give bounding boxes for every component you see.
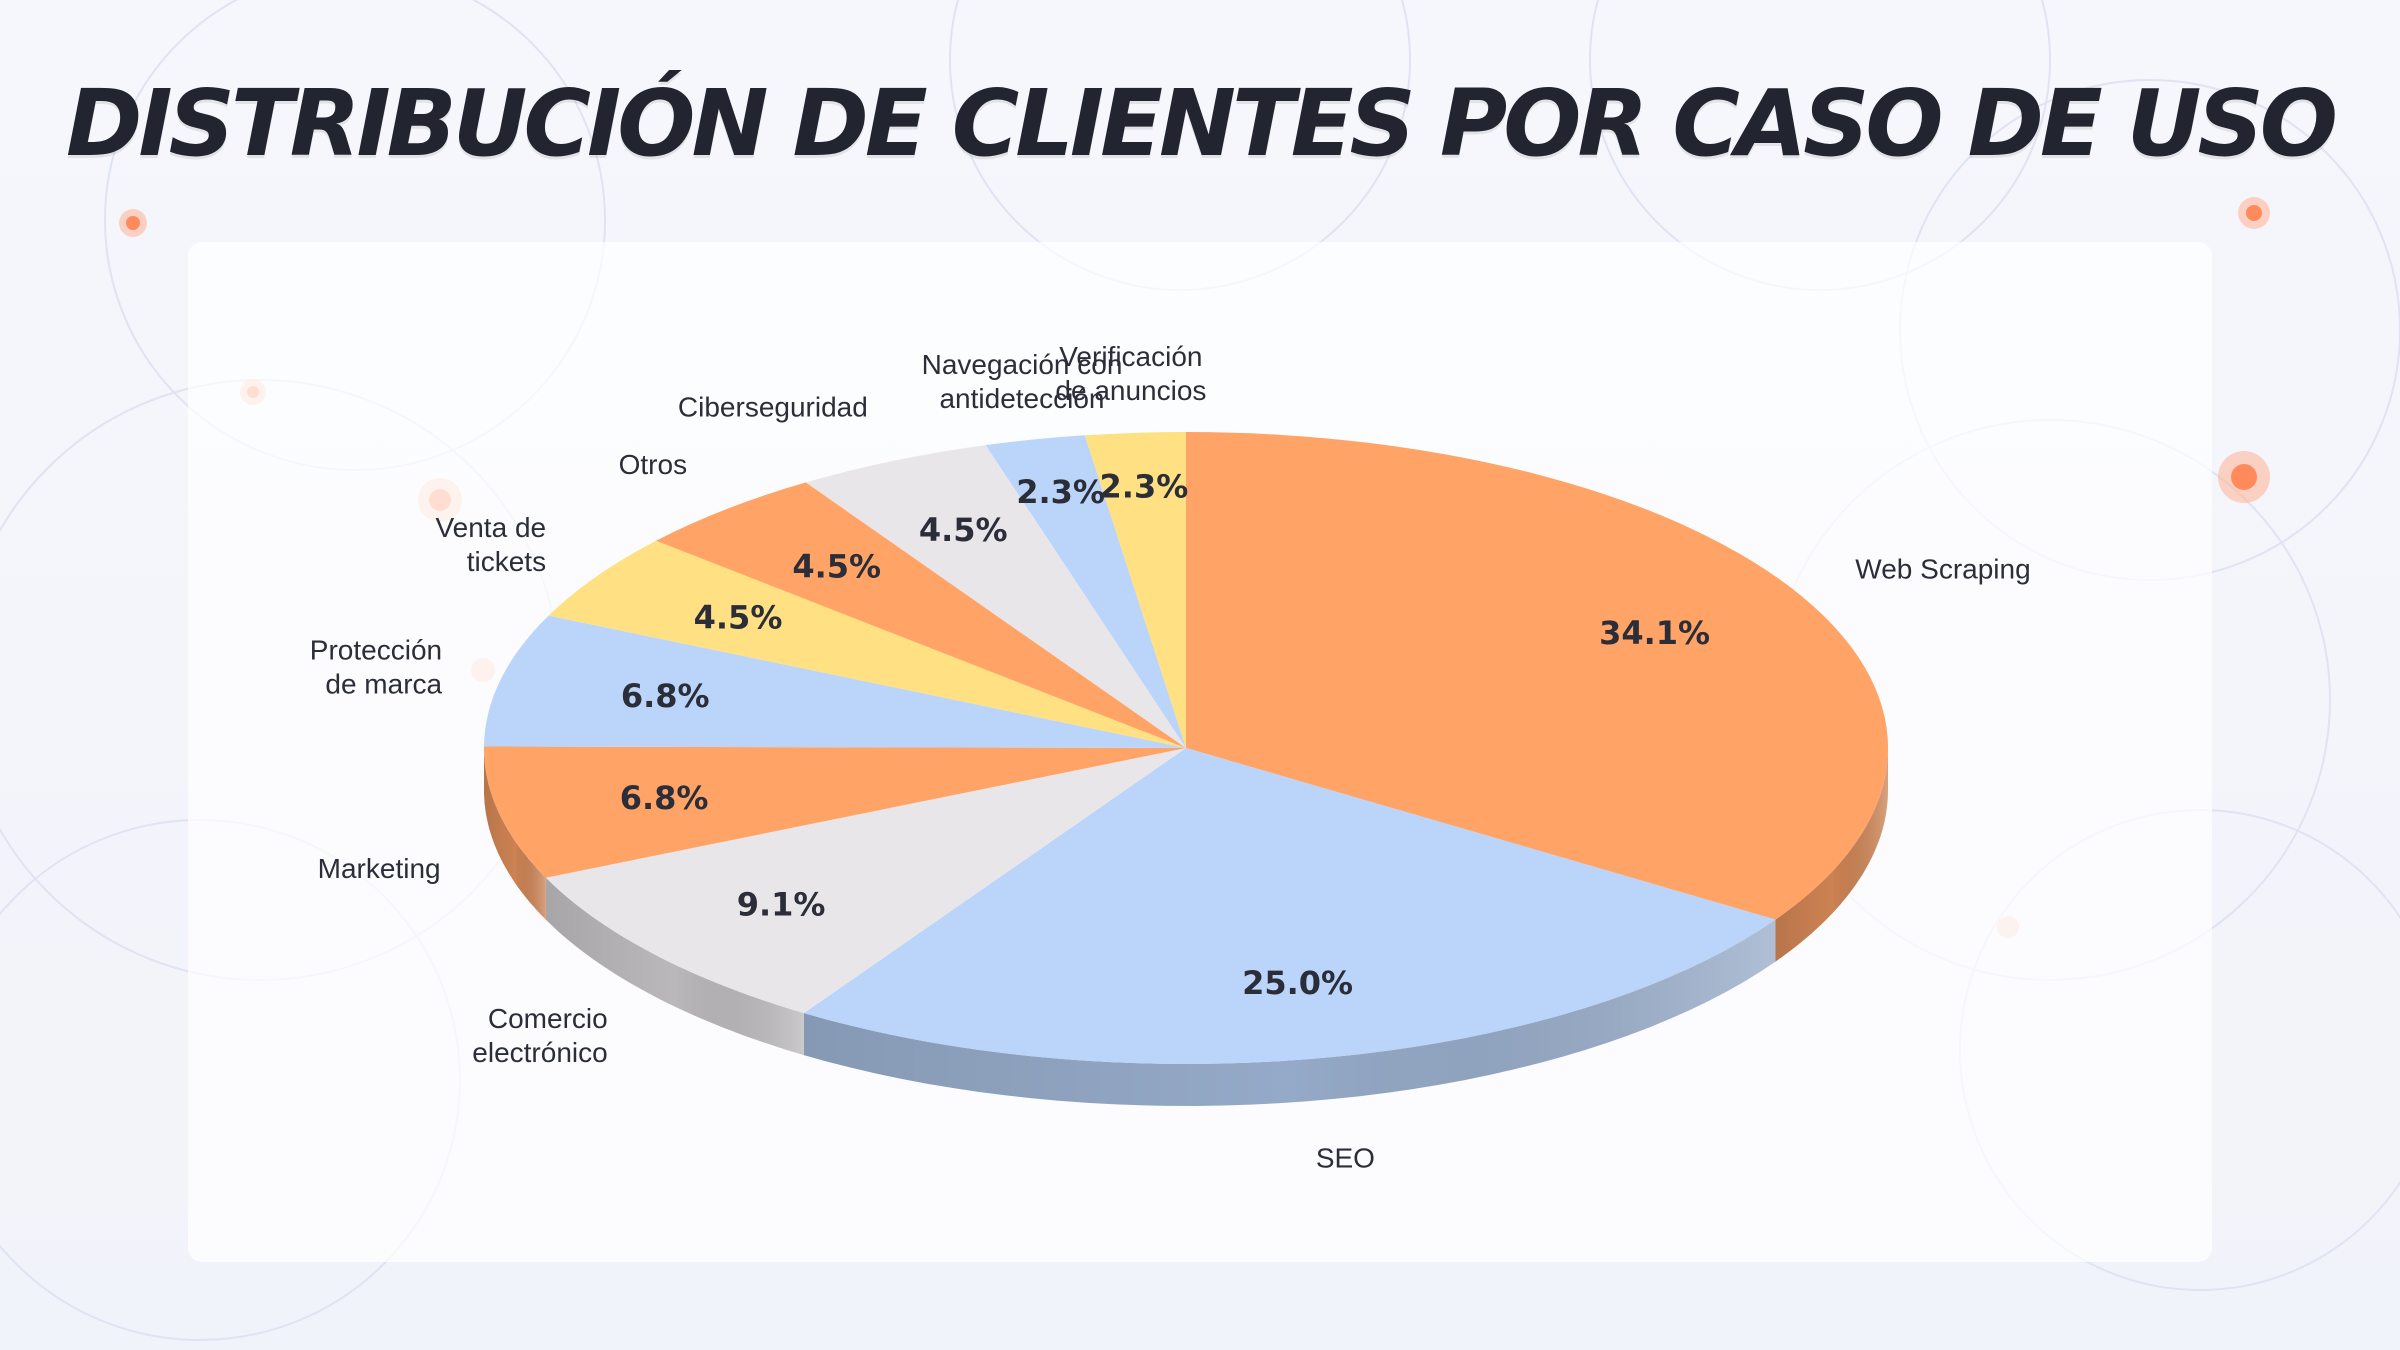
pie-slice-navegacion-con-antideteccion [985,435,1186,748]
pie-side-comercio-electronico-shade [545,877,804,1056]
category-label-verificacion-de-anuncios: Verificación de anuncios [1055,341,1206,406]
category-label-venta-de-tickets: Venta de tickets [436,512,547,577]
pie-slice-web-scraping [1186,432,1889,920]
pie-slice-verificacion-de-anuncios [1084,432,1186,748]
percent-label-comercio-electronico: 9.1% [737,885,826,923]
pie-slice-proteccion-de-marca [484,615,1186,748]
pie-slice-ciberseguridad [805,445,1186,748]
category-label-seo: SEO [1316,1143,1375,1174]
pie-slice-otros [656,482,1186,748]
category-labels: Web Scraping SEO Comercio electrónico Market… [310,341,2031,1174]
percent-label-web-scraping: 34.1% [1599,614,1710,652]
pie-side-walls [484,748,1888,1106]
pie-slice-seo [803,748,1776,1065]
pie-slice-venta-de-tickets [548,540,1186,748]
category-label-proteccion-de-marca: Protección de marca [310,635,443,700]
percent-label-verificacion-de-anuncios: 2.3% [1100,467,1189,505]
pie-side-marketing-shade [484,748,546,920]
percent-label-venta-de-tickets: 4.5% [694,599,783,637]
percent-labels: 34.1%25.0%9.1%6.8%6.8%4.5%4.5%4.5%2.3%2.… [620,467,1710,1001]
category-label-web-scraping: Web Scraping [1855,553,2030,584]
category-label-navegacion-con-antideteccion: Navegación con antidetección [922,349,1123,414]
percent-label-seo: 25.0% [1242,964,1353,1002]
pie-side-seo-shade [803,919,1776,1106]
percent-label-marketing: 6.8% [620,779,709,817]
percent-label-navegacion-con-antideteccion: 2.3% [1016,473,1105,511]
pie-slice-marketing [483,746,1186,878]
category-label-comercio-electronico: Comercio electrónico [472,1003,607,1068]
chart-title: DISTRIBUCIÓN DE CLIENTES POR CASO DE USO [66,70,2338,177]
category-label-otros: Otros [619,449,687,480]
percent-label-otros: 4.5% [792,548,881,586]
pie-slice-comercio-electronico [545,748,1186,1014]
percent-label-ciberseguridad: 4.5% [919,511,1008,549]
percent-label-proteccion-de-marca: 6.8% [621,677,710,715]
category-label-ciberseguridad: Ciberseguridad [678,391,868,422]
pie-top-faces [483,432,1889,1065]
pie-side-web-scraping-shade [1775,748,1888,962]
category-label-marketing: Marketing [318,853,441,884]
